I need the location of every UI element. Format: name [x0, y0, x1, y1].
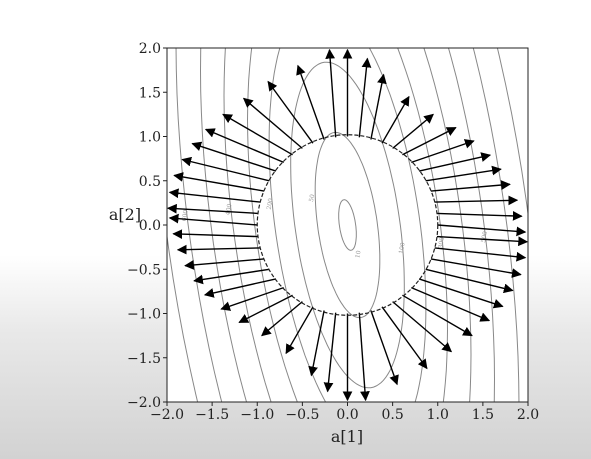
x-tick-label: 0.5	[381, 407, 403, 423]
x-tick-label: −1.5	[195, 407, 229, 423]
gradient-arrow	[434, 247, 527, 262]
contour-level-label: 600	[181, 209, 190, 222]
x-axis-label: a[1]	[331, 427, 363, 446]
y-tick-label: −2.0	[127, 395, 161, 411]
contour-line	[199, 48, 496, 402]
gradient-arrow	[176, 244, 261, 255]
gradient-arrow	[166, 203, 259, 215]
x-tick-label: 2.0	[517, 407, 539, 423]
contour-line	[246, 48, 449, 402]
gradient-arrow	[418, 278, 504, 309]
gradient-arrow	[418, 152, 492, 172]
contour-level-label: 500	[480, 231, 489, 244]
contour-level-label: 10	[354, 250, 362, 259]
gradient-arrow	[172, 229, 259, 239]
gradient-arrow	[402, 294, 473, 337]
y-tick-label: 1.0	[139, 130, 161, 146]
gradient-arrow	[323, 312, 337, 393]
contour-line	[175, 48, 520, 402]
gradient-arrow	[425, 165, 502, 182]
gradient-arrow	[184, 258, 265, 270]
gradient-arrow	[238, 294, 293, 324]
x-tick-label: 1.0	[427, 407, 449, 423]
contour-line	[268, 48, 427, 402]
x-tick-label: 1.5	[472, 407, 494, 423]
gradient-arrow	[436, 211, 523, 221]
gradient-arrow	[430, 258, 522, 278]
gradient-arrow	[381, 95, 410, 144]
contour-line	[167, 48, 528, 402]
y-tick-label: 1.5	[139, 85, 161, 101]
x-tick-label: 0.0	[336, 407, 358, 423]
gradient-arrow	[425, 268, 514, 294]
gradient-arrow	[173, 172, 265, 192]
y-tick-label: −1.5	[127, 351, 161, 367]
gradient-arrow	[191, 141, 277, 172]
contour-line	[338, 199, 357, 251]
gradient-arrow	[308, 310, 325, 377]
gradient-arrow	[193, 268, 270, 285]
x-tick-label: −2.0	[150, 407, 184, 423]
gradient-arrow	[392, 301, 453, 353]
gradient-arrow	[358, 312, 370, 402]
gradient-arrow	[411, 139, 475, 164]
gradient-arrow	[411, 286, 491, 322]
gradient-arrow	[222, 113, 293, 156]
contour-line	[314, 131, 381, 319]
y-axis-label: a[2]	[109, 205, 141, 224]
gradient-arrows	[166, 48, 529, 402]
contour-lines	[167, 48, 528, 402]
x-tick-label: −1.0	[240, 407, 274, 423]
gradient-arrow	[204, 128, 284, 164]
gradient-arrow	[168, 188, 261, 203]
y-tick-label: −0.5	[127, 262, 161, 278]
gradient-arrow	[168, 213, 258, 226]
gradient-arrow	[203, 278, 277, 298]
gradient-arrow	[325, 48, 337, 138]
y-tick-label: 2.0	[139, 41, 161, 57]
gradient-arrow	[370, 310, 399, 386]
gradient-arrow	[261, 301, 303, 337]
gradient-arrow	[437, 224, 527, 237]
gradient-arrow	[181, 156, 270, 182]
gradient-arrow	[430, 180, 511, 192]
contour-level-label: 100	[398, 242, 407, 255]
x-axis-ticks: −2.0 −1.5 −1.0 −0.5 0.0 0.5 1.0 1.5 2.0	[150, 402, 539, 423]
gradient-arrow	[392, 113, 434, 149]
contour-level-label: 400	[225, 203, 234, 216]
gradient-arrow	[381, 306, 428, 370]
gradient-arrow	[436, 235, 529, 247]
gradient-arrow	[267, 80, 314, 144]
y-tick-label: −1.0	[127, 307, 161, 323]
y-axis-ticks: −2.0 −1.5 −1.0 −0.5 0.0 0.5 1.0 1.5 2.0	[127, 41, 167, 411]
contour-line	[223, 48, 472, 402]
y-tick-label: 0.0	[139, 218, 161, 234]
gradient-arrow	[242, 97, 303, 149]
gradient-arrow	[296, 64, 325, 140]
contour-level-label: 50	[308, 194, 316, 203]
contour-level-label: 300	[437, 236, 446, 249]
gradient-arrow	[285, 306, 314, 355]
unit-circle	[256, 134, 439, 316]
gradient-arrow	[370, 73, 387, 140]
gradient-arrow	[358, 57, 372, 138]
gradient-arrow	[220, 286, 284, 311]
x-tick-label: −0.5	[285, 407, 319, 423]
contour-line	[290, 61, 405, 389]
gradient-arrow	[402, 126, 457, 156]
y-tick-label: 0.5	[139, 174, 161, 190]
contour-level-label: 200	[266, 198, 275, 211]
contour-level-labels: 10 50 100 200 300 400 500 600	[181, 194, 489, 259]
gradient-arrow	[434, 195, 519, 206]
